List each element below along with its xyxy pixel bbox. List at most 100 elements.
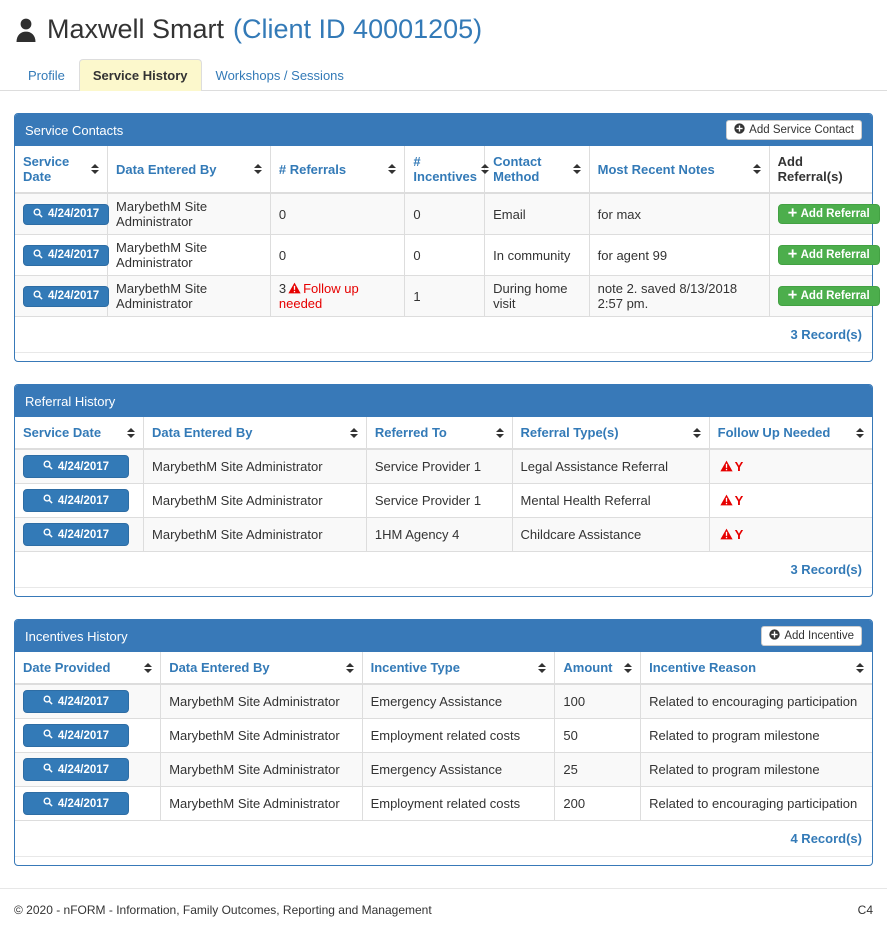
cell-entered-by: MarybethM Site Administrator	[107, 234, 271, 276]
cell-referred-to: Service Provider 1	[366, 448, 513, 484]
view-service-contact-button[interactable]: 4/24/2017	[23, 203, 110, 225]
incentives-history-panel: Incentives History Add Incentive Date Pr…	[14, 619, 873, 866]
cell-incentive-type: Emergency Assistance	[362, 752, 556, 787]
cell-contact-method: In community	[484, 234, 590, 276]
main-content: Service Contacts Add Service Contact Ser…	[0, 91, 887, 866]
col-data-entered-by[interactable]: Data Entered By	[107, 146, 271, 194]
sort-icon	[144, 662, 153, 673]
table-row: 4/24/2017 MarybethM Site Administrator E…	[15, 786, 872, 821]
col-referred-to[interactable]: Referred To	[366, 417, 513, 450]
panel-title: Service Contacts	[25, 122, 124, 138]
service-contacts-panel: Service Contacts Add Service Contact Ser…	[14, 113, 880, 362]
table-row: 4/24/2017 MarybethM Site Administrator E…	[15, 752, 872, 787]
col-referrals[interactable]: # Referrals	[270, 146, 406, 194]
search-icon	[43, 797, 53, 810]
col-service-date[interactable]: Service Date	[15, 417, 145, 450]
sort-icon	[253, 164, 262, 174]
search-icon	[43, 460, 53, 473]
table-row: 4/24/2017 MarybethM Site Administrator 1…	[15, 517, 872, 552]
search-icon	[33, 249, 43, 262]
view-service-contact-button[interactable]: 4/24/2017	[23, 244, 110, 266]
col-contact-method[interactable]: Contact Method	[484, 146, 590, 194]
col-service-date[interactable]: Service Date	[15, 146, 109, 194]
cell-referral-type: Legal Assistance Referral	[512, 448, 710, 484]
col-incentive-type[interactable]: Incentive Type	[362, 652, 556, 685]
view-incentive-button[interactable]: 4/24/2017	[23, 758, 129, 781]
view-referral-button[interactable]: 4/24/2017	[23, 455, 129, 478]
cell-follow-up: Y	[709, 483, 872, 518]
cell-entered-by: MarybethM Site Administrator	[143, 448, 367, 484]
col-follow-up-needed[interactable]: Follow Up Needed	[709, 417, 872, 450]
col-incentive-reason[interactable]: Incentive Reason	[640, 652, 872, 685]
sort-icon	[538, 662, 547, 673]
plus-icon	[788, 249, 797, 261]
col-most-recent-notes[interactable]: Most Recent Notes	[589, 146, 770, 194]
cell-entered-by: MarybethM Site Administrator	[160, 718, 363, 753]
col-amount[interactable]: Amount	[554, 652, 642, 685]
service-contacts-table: Service Date Data Entered By # Referrals…	[15, 146, 880, 317]
sort-icon	[91, 164, 100, 174]
page-title: Maxwell Smart (Client ID 40001205)	[14, 14, 482, 45]
sort-icon	[624, 662, 633, 673]
table-header-row: Service Date Data Entered By # Referrals…	[15, 146, 872, 194]
panel-title: Referral History	[25, 393, 116, 409]
warning-icon	[720, 528, 733, 540]
add-referral-button[interactable]: Add Referral	[777, 245, 880, 265]
cell-referral-type: Mental Health Referral	[512, 483, 710, 518]
cell-entered-by: MarybethM Site Administrator	[160, 786, 363, 821]
add-incentive-label: Add Incentive	[784, 630, 854, 642]
cell-follow-up: Y	[709, 448, 872, 484]
search-icon	[43, 494, 53, 507]
search-icon	[33, 208, 43, 221]
view-incentive-button[interactable]: 4/24/2017	[23, 690, 129, 713]
add-incentive-button[interactable]: Add Incentive	[761, 626, 862, 646]
record-count: 4 Record(s)	[15, 821, 872, 857]
cell-reason: Related to encouraging participation	[640, 786, 872, 821]
table-row: 4/24/2017 MarybethM Site Administrator 3…	[15, 275, 880, 317]
record-count: 3 Record(s)	[15, 552, 872, 588]
col-date-provided[interactable]: Date Provided	[15, 652, 162, 685]
add-service-contact-button[interactable]: Add Service Contact	[726, 120, 862, 140]
plus-icon	[788, 290, 797, 302]
col-referral-types[interactable]: Referral Type(s)	[512, 417, 710, 450]
cell-incentive-type: Employment related costs	[362, 718, 556, 753]
view-incentive-button[interactable]: 4/24/2017	[23, 724, 129, 747]
add-referral-button[interactable]: Add Referral	[777, 204, 880, 224]
cell-reason: Related to program milestone	[640, 752, 872, 787]
col-data-entered-by[interactable]: Data Entered By	[143, 417, 367, 450]
view-service-contact-button[interactable]: 4/24/2017	[23, 285, 110, 307]
tab-service-history[interactable]: Service History	[78, 59, 202, 91]
table-row: 4/24/2017 MarybethM Site Administrator 0…	[15, 234, 880, 276]
cell-referrals: 0	[270, 234, 406, 276]
cell-follow-up: Y	[709, 517, 872, 552]
cell-incentive-type: Emergency Assistance	[362, 683, 556, 719]
cell-amount: 25	[554, 752, 642, 787]
client-id: (Client ID 40001205)	[233, 14, 483, 44]
table-row: 4/24/2017 MarybethM Site Administrator E…	[15, 683, 872, 719]
cell-notes: for agent 99	[589, 234, 770, 276]
tab-workshops-sessions[interactable]: Workshops / Sessions	[215, 68, 344, 83]
warning-icon	[720, 460, 733, 472]
tab-profile[interactable]: Profile	[28, 68, 65, 83]
view-incentive-button[interactable]: 4/24/2017	[23, 792, 129, 815]
cell-referrals: 0	[270, 192, 406, 235]
client-header: Maxwell Smart (Client ID 40001205)	[0, 0, 887, 53]
sort-icon	[345, 662, 354, 673]
cell-referred-to: Service Provider 1	[366, 483, 513, 518]
sort-icon	[692, 427, 701, 438]
plus-circle-icon	[769, 629, 780, 643]
cell-entered-by: MarybethM Site Administrator	[143, 517, 367, 552]
view-referral-button[interactable]: 4/24/2017	[23, 523, 129, 546]
sort-icon	[572, 164, 581, 174]
view-referral-button[interactable]: 4/24/2017	[23, 489, 129, 512]
search-icon	[43, 729, 53, 742]
cell-amount: 50	[554, 718, 642, 753]
table-row: 4/24/2017 MarybethM Site Administrator S…	[15, 483, 872, 518]
add-referral-button[interactable]: Add Referral	[777, 286, 880, 306]
cell-referrals: 3 Follow up needed	[270, 275, 406, 317]
col-incentives[interactable]: # Incentives	[404, 146, 490, 194]
cell-reason: Related to program milestone	[640, 718, 872, 753]
referral-history-heading: Referral History	[15, 385, 872, 417]
col-data-entered-by[interactable]: Data Entered By	[160, 652, 363, 685]
sort-icon	[349, 427, 358, 438]
